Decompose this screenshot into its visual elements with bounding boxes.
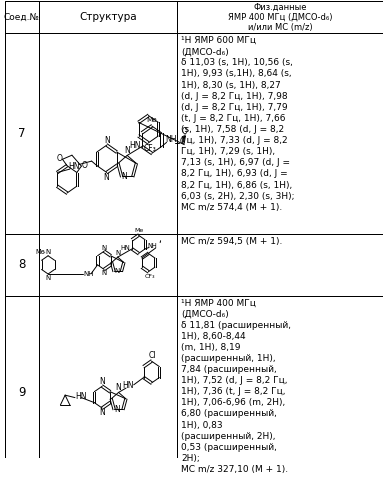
Text: Соед.№: Соед.№: [4, 13, 39, 22]
Text: N: N: [115, 250, 120, 256]
Text: NH: NH: [83, 271, 94, 277]
Text: N: N: [101, 245, 107, 250]
Text: O: O: [182, 127, 187, 136]
Text: HN: HN: [69, 162, 80, 171]
Text: N: N: [103, 173, 109, 182]
Text: N: N: [115, 405, 120, 414]
Text: N: N: [100, 377, 105, 386]
Text: ¹H ЯМР 400 МГц
(ДМСО-d₆)
δ 11,81 (расширенный,
1H), 8,60-8,44
(m, 1H), 8,19
(рас: ¹H ЯМР 400 МГц (ДМСО-d₆) δ 11,81 (расшир…: [181, 298, 291, 474]
Text: C: C: [180, 137, 185, 146]
Text: HN: HN: [122, 381, 134, 390]
Text: 9: 9: [18, 386, 25, 399]
Text: N: N: [104, 136, 110, 145]
Text: N: N: [124, 146, 130, 155]
Text: NH: NH: [165, 135, 177, 144]
Text: Me: Me: [134, 228, 143, 233]
Text: Me: Me: [146, 117, 157, 123]
Text: N: N: [101, 270, 107, 276]
Text: HN: HN: [129, 141, 140, 150]
Text: O: O: [82, 161, 87, 170]
Text: N: N: [46, 249, 51, 255]
Text: CF₃: CF₃: [144, 274, 155, 279]
Text: Физ.данные
ЯМР 400 МГц (ДМСО-d₆)
и/или МС (m/z): Физ.данные ЯМР 400 МГц (ДМСО-d₆) и/или М…: [228, 2, 332, 32]
Text: N: N: [114, 268, 119, 274]
Text: HN: HN: [76, 392, 87, 401]
Text: N: N: [116, 383, 121, 392]
Text: ¹H ЯМР 600 МГц
(ДМСО-d₆)
δ 11,03 (s, 1H), 10,56 (s,
1H), 9,93 (s,1H), 8,64 (s,
1: ¹H ЯМР 600 МГц (ДМСО-d₆) δ 11,03 (s, 1H)…: [181, 36, 295, 212]
Text: -: -: [43, 249, 46, 255]
Text: N: N: [99, 408, 105, 417]
Text: CF₃: CF₃: [144, 144, 157, 153]
Text: HN: HN: [120, 246, 130, 251]
Text: NH: NH: [147, 243, 157, 249]
Text: 7: 7: [18, 127, 25, 140]
Text: МС m/z 594,5 (М + 1).: МС m/z 594,5 (М + 1).: [181, 237, 283, 246]
Text: Cl: Cl: [149, 351, 156, 360]
Text: N: N: [46, 274, 51, 280]
Text: 8: 8: [18, 258, 25, 271]
Text: O: O: [57, 154, 62, 163]
Text: N: N: [122, 172, 128, 181]
Text: Структура: Структура: [79, 12, 136, 22]
Text: Me: Me: [35, 249, 44, 255]
